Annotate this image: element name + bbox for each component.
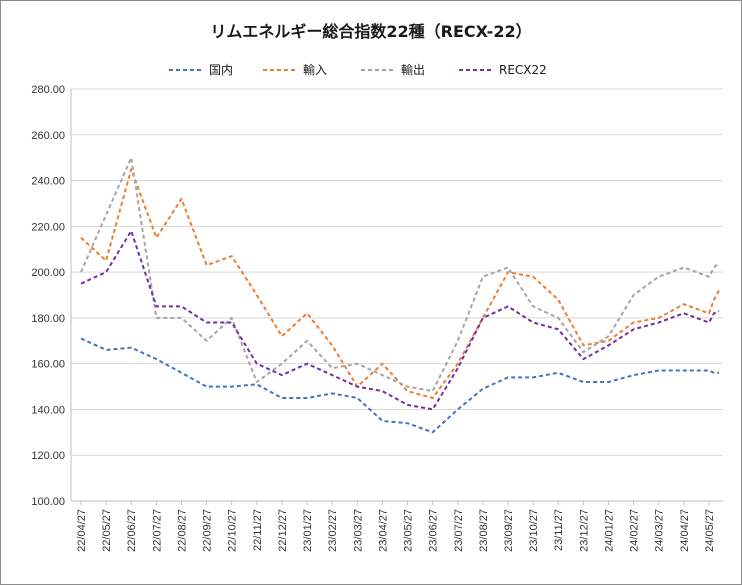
gridlines	[71, 88, 723, 502]
x-tick-label: 24/01/27	[603, 509, 615, 552]
y-tick-label: 220.00	[31, 221, 65, 233]
legend-label: RECX22	[499, 63, 547, 77]
axes: 100.00 120.00 140.00 160.00 180.00 200.00 220.…	[31, 84, 723, 552]
x-tick-label: 23/03/27	[352, 509, 364, 552]
x-tick-label: 22/11/27	[252, 509, 264, 551]
series-line-1	[80, 337, 719, 434]
x-tick-label: 23/05/27	[403, 509, 415, 552]
x-tick-label: 23/09/27	[503, 509, 515, 552]
x-tick-label: 24/04/27	[679, 509, 691, 552]
series-line-4	[80, 229, 720, 411]
y-tick-label: 260.00	[31, 130, 65, 142]
legend-label: 輸出	[401, 62, 425, 77]
y-tick-label: 180.00	[31, 313, 65, 325]
x-tick-label: 22/12/27	[277, 509, 289, 552]
x-tick-label: 23/06/27	[428, 509, 440, 552]
x-tick-label: 24/03/27	[654, 509, 666, 552]
x-tick-label: 23/11/27	[553, 509, 565, 551]
x-tick-label: 23/01/27	[302, 509, 314, 552]
x-tick-label: 22/09/27	[202, 509, 214, 552]
x-tick-label: 22/04/27	[76, 509, 88, 552]
x-tick-label: 24/05/27	[704, 509, 716, 552]
x-tick-label: 24/02/27	[629, 509, 641, 552]
x-tick-label: 22/07/27	[151, 509, 163, 552]
x-tick-label: 22/06/27	[126, 509, 138, 552]
chart-title: リムエネルギー総合指数22種（RECX-22）	[210, 22, 531, 41]
legend-label: 輸入	[303, 62, 327, 77]
y-tick-label: 100.00	[31, 496, 65, 508]
x-tick-label: 23/04/27	[377, 509, 389, 552]
legend: 国内 輸入 輸出 RECX22	[169, 62, 547, 77]
x-tick-label: 23/12/27	[578, 509, 590, 552]
y-tick-label: 160.00	[31, 359, 65, 371]
x-tick-label: 22/05/27	[101, 509, 113, 552]
y-tick-label: 200.00	[31, 267, 65, 279]
x-tick-label: 23/10/27	[528, 509, 540, 552]
y-tick-label: 240.00	[31, 176, 65, 188]
x-tick-label: 22/10/27	[227, 509, 239, 552]
series-line-3	[80, 156, 720, 393]
series-lines	[80, 156, 720, 434]
legend-label: 国内	[209, 63, 233, 77]
y-tick-label: 280.00	[31, 84, 65, 96]
x-tick-label: 23/08/27	[478, 509, 490, 552]
series-line-2	[80, 168, 720, 399]
x-tick-label: 22/08/27	[176, 509, 188, 552]
y-tick-label: 120.00	[31, 450, 65, 462]
x-tick-label: 23/02/27	[327, 509, 339, 552]
y-tick-label: 140.00	[31, 404, 65, 416]
x-tick-label: 23/07/27	[453, 509, 465, 552]
